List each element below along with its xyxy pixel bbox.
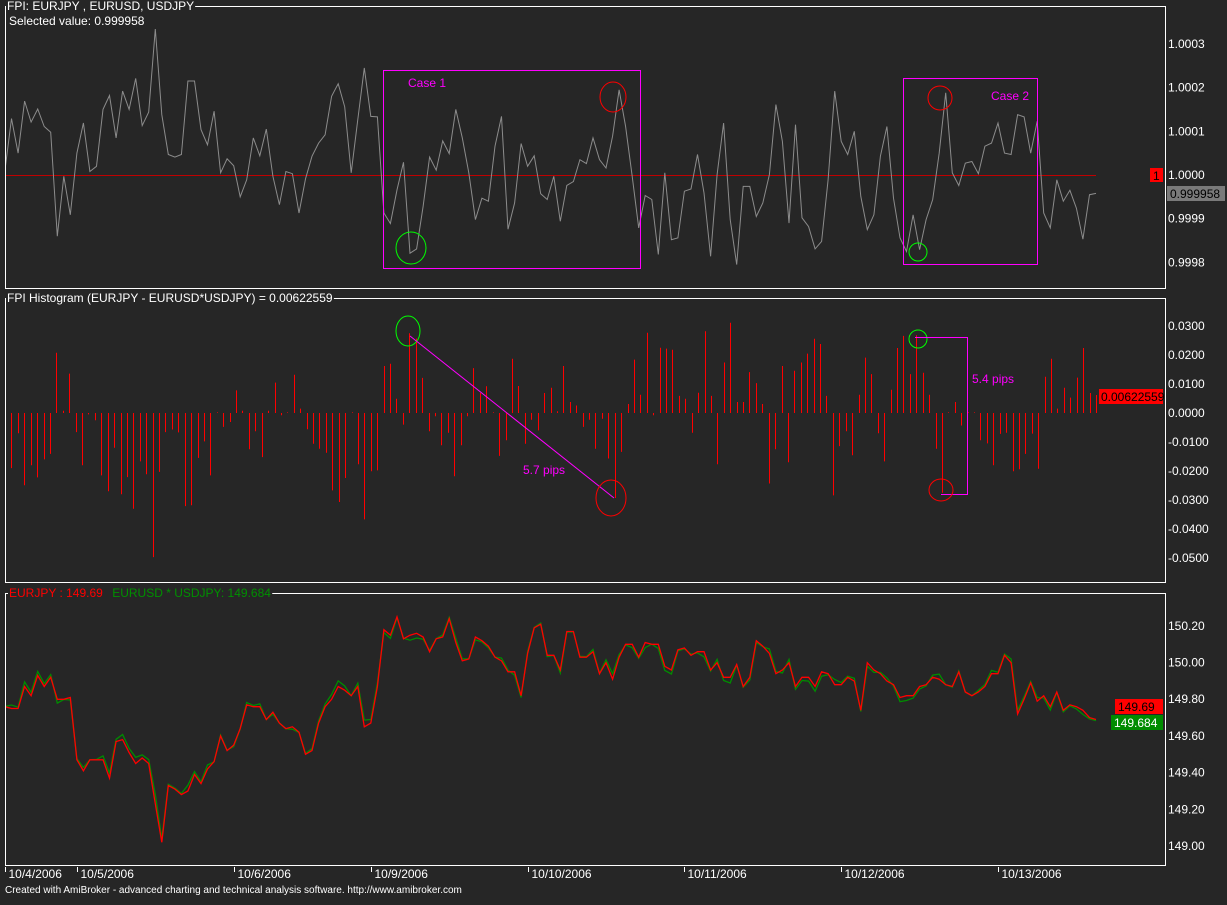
price-panel-frame bbox=[5, 593, 1166, 866]
fpi-y-tick: 1.0002 bbox=[1168, 81, 1205, 95]
fpi-y-tick: 0.9998 bbox=[1168, 255, 1205, 269]
selected-value: Selected value: 0.999958 bbox=[9, 14, 145, 28]
date-tick-label: 10/12/2006 bbox=[845, 867, 905, 881]
reference-badge bbox=[1150, 168, 1163, 182]
fpi-y-tick: 1.0003 bbox=[1168, 37, 1205, 51]
histogram-y-tick: -0.0200 bbox=[1168, 464, 1209, 478]
histogram-y-tick: 0.0300 bbox=[1168, 319, 1205, 333]
case2-spread-bracket bbox=[915, 337, 968, 495]
case2-low-spread-circle bbox=[928, 478, 954, 502]
last-value-badge bbox=[1167, 186, 1225, 201]
case2-high-circle bbox=[927, 85, 953, 111]
fpi-panel[interactable]: 1.0003 1.0002 1.0001 1.0000 0.9999 0.9998 Cas… bbox=[5, 0, 1225, 289]
histogram-y-tick: 0.0000 bbox=[1168, 406, 1205, 420]
histogram-panel-frame bbox=[5, 298, 1166, 583]
fpi-histogram-panel[interactable]: 0.0300 0.0200 0.0100 0.0000 -0.0100 -0.0200 -0… bbox=[5, 291, 1210, 583]
histogram-y-tick: 0.0100 bbox=[1168, 377, 1205, 391]
price-y-tick: 150.00 bbox=[1168, 656, 1205, 670]
case2-high-spread-circle bbox=[908, 329, 928, 349]
eurjpy-badge bbox=[1115, 699, 1163, 714]
histogram-y-tick: -0.0400 bbox=[1168, 522, 1209, 536]
histogram-bars bbox=[11, 322, 1097, 558]
legend-eurjpy: EURJPY : 149.69 bbox=[9, 586, 103, 600]
case2-label: Case 2 bbox=[991, 89, 1029, 103]
histogram-last-badge-text: 0.00622559 bbox=[1101, 390, 1165, 404]
fpi-y-tick: 1.0000 bbox=[1168, 168, 1205, 182]
price-y-tick: 149.40 bbox=[1168, 766, 1205, 780]
price-y-tick-149-80: 149.80 bbox=[1168, 692, 1205, 706]
fpi-title: FPI: EURJPY , EURUSD, USDJPY bbox=[7, 0, 194, 13]
date-tick-label: 10/6/2006 bbox=[238, 867, 292, 881]
case1-high-spread-circle bbox=[395, 315, 421, 347]
case1-spread-line bbox=[409, 335, 615, 499]
case1-low-spread-circle bbox=[595, 479, 627, 517]
date-tick-label: 10/9/2006 bbox=[375, 867, 429, 881]
footer-credit: Created with AmiBroker - advanced charti… bbox=[5, 885, 462, 896]
date-tick-label: 10/5/2006 bbox=[81, 867, 135, 881]
price-panel[interactable]: 150.20 150.00 149.60 149.40 149.20 149.00 149… bbox=[5, 586, 1205, 866]
fpi-y-tick: 0.9999 bbox=[1168, 212, 1205, 226]
eurjpy-badge-text: 149.69 bbox=[1118, 700, 1155, 714]
price-y-tick: 149.20 bbox=[1168, 802, 1205, 816]
date-tick-label: 10/10/2006 bbox=[532, 867, 592, 881]
eurjpy-line bbox=[6, 614, 1097, 843]
date-tick-label: 10/13/2006 bbox=[1002, 867, 1062, 881]
synthetic-badge bbox=[1111, 715, 1163, 730]
price-y-tick: 149.00 bbox=[1168, 839, 1205, 853]
date-tick-label: 10/11/2006 bbox=[688, 867, 747, 881]
histogram-y-tick: -0.0100 bbox=[1168, 435, 1209, 449]
date-tick-label: 10/4/2006 bbox=[9, 867, 63, 881]
case1-high-circle bbox=[599, 81, 627, 113]
synthetic-badge-text: 149.684 bbox=[1114, 716, 1158, 730]
histogram-y-tick: 0.0200 bbox=[1168, 348, 1205, 362]
case2-spread-label: 5.4 pips bbox=[972, 372, 1014, 386]
price-y-tick: 149.60 bbox=[1168, 729, 1205, 743]
fpi-line bbox=[6, 28, 1097, 265]
legend-synthetic: EURUSD * USDJPY: 149.684 bbox=[112, 586, 271, 600]
histogram-y-tick: -0.0500 bbox=[1168, 551, 1209, 565]
price-legend: EURJPY : 149.69 EURUSD * USDJPY: 149.684 bbox=[9, 586, 271, 600]
histogram-y-axis: 0.0300 0.0200 0.0100 0.0000 -0.0100 -0.0200 -0… bbox=[1168, 319, 1209, 565]
reference-badge-text: 1 bbox=[1153, 169, 1160, 183]
fpi-panel-frame bbox=[5, 6, 1166, 289]
case1-low-circle bbox=[395, 231, 427, 265]
case1-box bbox=[383, 70, 641, 269]
case1-spread-label: 5.7 pips bbox=[523, 463, 565, 477]
last-value-badge-text: 0.999958 bbox=[1170, 187, 1220, 201]
case1-label: Case 1 bbox=[408, 76, 446, 90]
histogram-last-badge bbox=[1099, 389, 1163, 404]
fpi-y-axis: 1.0003 1.0002 1.0001 1.0000 0.9999 0.9998 bbox=[1168, 37, 1205, 269]
histogram-y-tick: -0.0300 bbox=[1168, 493, 1209, 507]
date-axis: 10/4/2006 10/5/2006 10/6/2006 10/9/2006 10/1… bbox=[5, 867, 1062, 881]
case2-box bbox=[903, 78, 1038, 265]
fpi-y-tick: 1.0001 bbox=[1168, 124, 1205, 138]
price-y-tick: 150.20 bbox=[1168, 619, 1205, 633]
case2-low-circle bbox=[908, 242, 928, 262]
histogram-title: FPI Histogram (EURJPY - EURUSD*USDJPY) =… bbox=[7, 291, 333, 305]
synthetic-eurjpy-line bbox=[6, 615, 1097, 839]
price-y-axis: 150.20 150.00 149.60 149.40 149.20 149.00 bbox=[1168, 619, 1205, 853]
